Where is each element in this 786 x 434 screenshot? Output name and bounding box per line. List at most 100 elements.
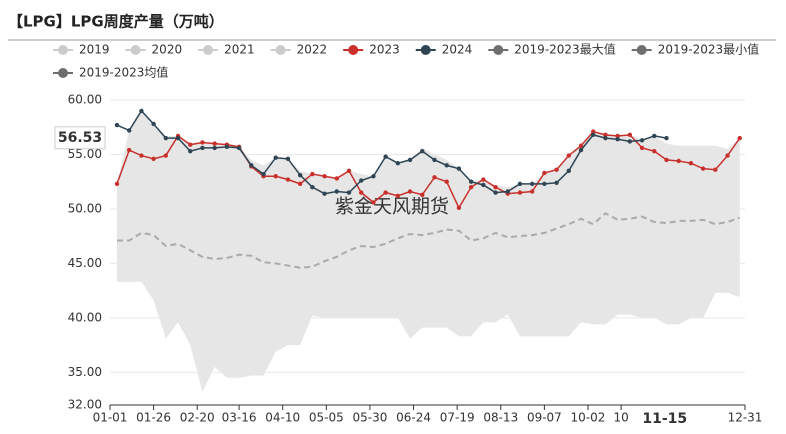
x-tick-label: 05-30 bbox=[352, 411, 387, 425]
point bbox=[529, 181, 535, 187]
point bbox=[310, 171, 315, 177]
point bbox=[554, 180, 559, 185]
point bbox=[224, 144, 230, 150]
point bbox=[359, 190, 364, 195]
point bbox=[603, 132, 608, 138]
point bbox=[627, 132, 633, 138]
x-tick-label: 07-19 bbox=[440, 411, 475, 425]
point bbox=[603, 135, 608, 141]
point bbox=[188, 142, 193, 147]
point bbox=[652, 148, 657, 154]
point bbox=[249, 163, 254, 168]
point bbox=[444, 163, 449, 168]
legend-symbol bbox=[58, 45, 68, 55]
point bbox=[163, 153, 169, 158]
y-tick-label: 60.00 bbox=[68, 93, 102, 107]
x-tick-label: 10 bbox=[613, 411, 628, 425]
point bbox=[481, 177, 486, 182]
legend-symbol bbox=[130, 45, 141, 55]
point bbox=[566, 168, 572, 174]
point bbox=[529, 189, 535, 194]
point bbox=[578, 143, 584, 148]
legend-symbol bbox=[348, 45, 359, 55]
point bbox=[383, 154, 388, 159]
legend: 2019 2020 2021 2022 2023 2024 2019-2023最大值 2019… bbox=[53, 42, 759, 80]
legend-item[interactable]: 2021 bbox=[198, 43, 255, 57]
point bbox=[615, 133, 620, 139]
legend-label: 2019-2023最大值 bbox=[514, 42, 615, 57]
point bbox=[676, 158, 681, 164]
point bbox=[737, 135, 742, 141]
legend-symbol bbox=[203, 45, 214, 55]
series-line bbox=[116, 109, 667, 195]
point bbox=[114, 122, 120, 128]
range-band bbox=[116, 110, 740, 392]
point bbox=[407, 157, 413, 163]
legend-label: 2021 bbox=[224, 43, 255, 57]
point bbox=[664, 157, 669, 163]
x-tick-label: 12-31 bbox=[728, 411, 763, 425]
point bbox=[542, 170, 547, 176]
point bbox=[151, 121, 156, 127]
legend-item[interactable]: 2019 bbox=[53, 43, 110, 57]
pointer-x-box bbox=[639, 409, 690, 429]
legend-item[interactable]: 2019-2023最大值 bbox=[488, 42, 616, 57]
legend-label: 2024 bbox=[442, 43, 473, 57]
x-tick-label: 02-20 bbox=[180, 411, 215, 425]
legend-item[interactable]: 2019-2023均值 bbox=[53, 65, 168, 80]
legend-label: 2022 bbox=[297, 43, 328, 57]
point bbox=[639, 145, 645, 151]
legend-item[interactable]: 2020 bbox=[125, 43, 183, 57]
point bbox=[322, 174, 327, 179]
point bbox=[371, 200, 376, 205]
legend-label: 2023 bbox=[369, 43, 400, 57]
average-line bbox=[116, 212, 741, 269]
y-tick-label: 35.00 bbox=[68, 365, 102, 379]
point bbox=[236, 145, 242, 151]
y-tick-label: 55.00 bbox=[68, 147, 102, 161]
point bbox=[688, 160, 694, 166]
point bbox=[420, 148, 425, 154]
point bbox=[493, 190, 498, 195]
point bbox=[285, 177, 291, 182]
point bbox=[383, 190, 388, 195]
point bbox=[273, 174, 278, 179]
point bbox=[517, 181, 523, 187]
x-tick-label: 04-10 bbox=[265, 411, 300, 425]
point bbox=[371, 174, 376, 179]
point bbox=[297, 172, 303, 178]
point bbox=[188, 148, 193, 154]
x-tick-label: 01-01 bbox=[93, 411, 128, 425]
legend-item[interactable]: 2022 bbox=[270, 43, 328, 57]
legend-item[interactable]: 2024 bbox=[415, 43, 473, 57]
point bbox=[322, 191, 327, 196]
legend-item[interactable]: 2019-2023最小值 bbox=[631, 42, 759, 57]
watermark: 紫金天风期货 bbox=[335, 196, 449, 218]
point bbox=[273, 155, 278, 160]
legend-label: 2020 bbox=[152, 43, 183, 57]
plot-area: 32.00 35.00 40.00 45.00 50.00 55.00 60.00 01-01… bbox=[54, 93, 763, 429]
x-tick-label: 09-07 bbox=[527, 411, 562, 425]
point bbox=[591, 132, 596, 138]
point bbox=[664, 135, 669, 141]
x-tick-label: 03-16 bbox=[222, 411, 257, 425]
point bbox=[139, 108, 144, 114]
legend-symbol bbox=[58, 68, 68, 78]
point bbox=[432, 157, 437, 163]
legend-symbol bbox=[275, 45, 286, 55]
pointer-label-box bbox=[54, 126, 106, 150]
point bbox=[713, 167, 718, 172]
pointer-x-label: 11-15 bbox=[642, 411, 687, 427]
point bbox=[615, 137, 620, 142]
point bbox=[126, 128, 132, 133]
point bbox=[395, 160, 401, 166]
point bbox=[444, 179, 449, 184]
legend-item[interactable]: 2023 bbox=[343, 43, 400, 57]
x-tick-label: 10-02 bbox=[571, 411, 606, 425]
point bbox=[456, 166, 462, 171]
point bbox=[591, 129, 596, 134]
legend-symbol bbox=[420, 45, 431, 55]
x-tick-label: 05-05 bbox=[309, 411, 344, 425]
legend-symbol bbox=[493, 45, 504, 55]
